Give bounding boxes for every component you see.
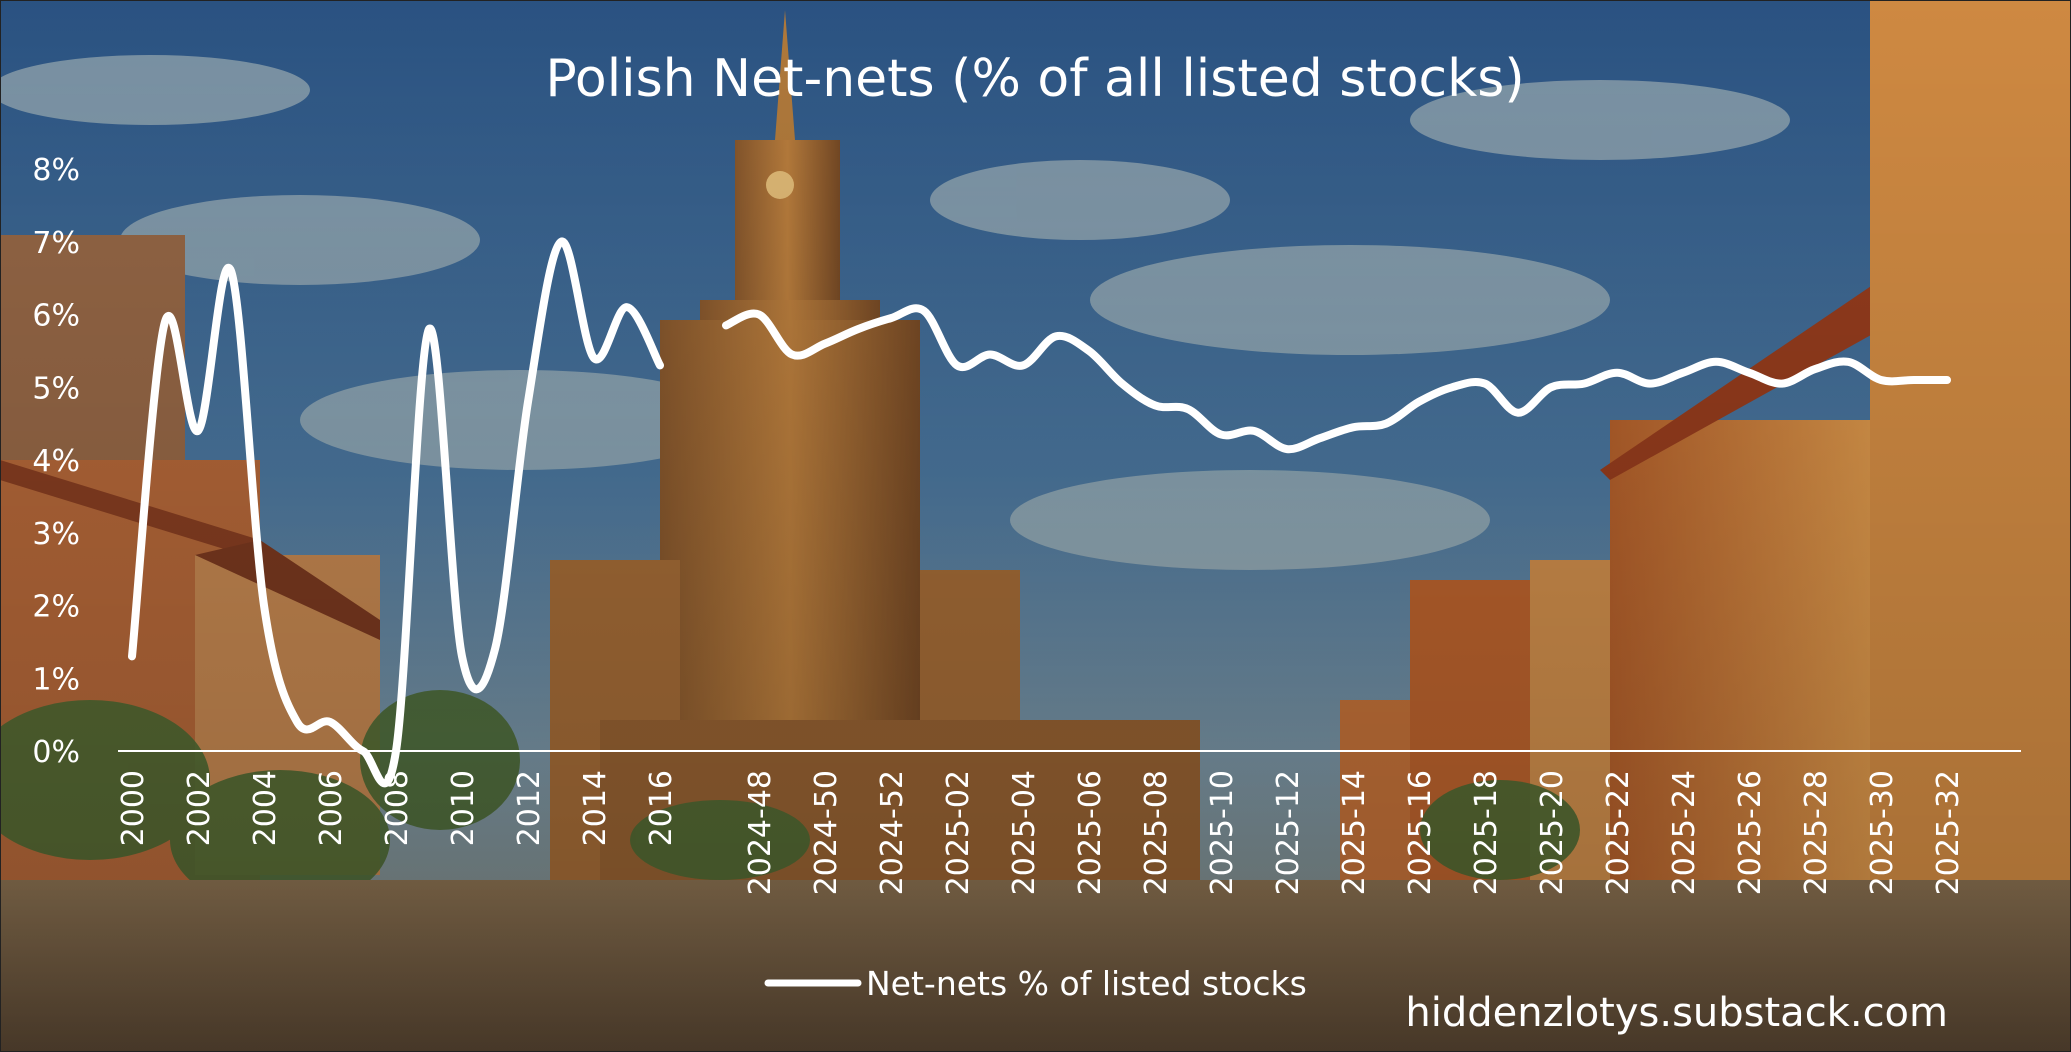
y-tick-label: 3% [32, 517, 80, 552]
x-tick-label: 2004 [248, 770, 283, 846]
x-tick-label: 2000 [116, 770, 151, 846]
y-tick-label: 7% [32, 226, 80, 261]
x-tick-label: 2024-48 [743, 770, 778, 895]
y-tick-label: 6% [32, 299, 80, 334]
x-tick-label: 2014 [578, 770, 613, 846]
x-tick-label: 2025-04 [1007, 770, 1042, 895]
chart-title: Polish Net-nets (% of all listed stocks) [545, 49, 1524, 109]
series-line-segment-2 [722, 304, 1951, 454]
x-tick-label: 2012 [512, 770, 547, 846]
y-tick-label: 2% [32, 590, 80, 625]
y-tick-label: 8% [32, 153, 80, 188]
x-tick-label: 2002 [182, 770, 217, 846]
y-tick-label: 0% [32, 735, 80, 770]
y-tick-label: 5% [32, 371, 80, 406]
x-tick-label: 2025-14 [1337, 770, 1372, 895]
series-layer [128, 237, 1951, 788]
x-tick-label: 2025-08 [1139, 770, 1174, 895]
legend: Net-nets % of listed stocks [764, 964, 1307, 1003]
x-tick-label: 2025-22 [1601, 770, 1636, 895]
x-tick-label: 2025-26 [1733, 770, 1768, 895]
x-tick-label: 2024-52 [875, 770, 910, 895]
x-tick-label: 2025-10 [1205, 770, 1240, 895]
x-tick-label: 2025-24 [1667, 770, 1702, 895]
y-tick-label: 1% [32, 662, 80, 697]
watermark-text: hiddenzlotys.substack.com [1405, 990, 1948, 1036]
x-tick-label: 2025-18 [1469, 770, 1504, 895]
x-tick-label: 2025-16 [1403, 770, 1438, 895]
x-tick-label: 2010 [446, 770, 481, 846]
y-axis-ticks: 0% 1% 2% 3% 4% 5% 6% 7% 8% [32, 153, 80, 770]
x-tick-label: 2025-30 [1865, 770, 1900, 895]
x-tick-label: 2025-28 [1799, 770, 1834, 895]
x-axis-ticks: 2000 2002 2004 2006 2008 2010 2012 2014 2016 2024… [116, 770, 1966, 895]
x-tick-label: 2025-02 [941, 770, 976, 895]
x-tick-label: 2006 [314, 770, 349, 846]
legend-label: Net-nets % of listed stocks [866, 964, 1307, 1003]
x-tick-label: 2025-12 [1271, 770, 1306, 895]
x-tick-label: 2025-20 [1535, 770, 1570, 895]
x-tick-label: 2025-32 [1931, 770, 1966, 895]
x-tick-label: 2016 [644, 770, 679, 846]
series-line-segment-1 [128, 237, 664, 788]
y-tick-label: 4% [32, 444, 80, 479]
x-tick-label: 2024-50 [809, 770, 844, 895]
x-tick-label: 2025-06 [1073, 770, 1108, 895]
